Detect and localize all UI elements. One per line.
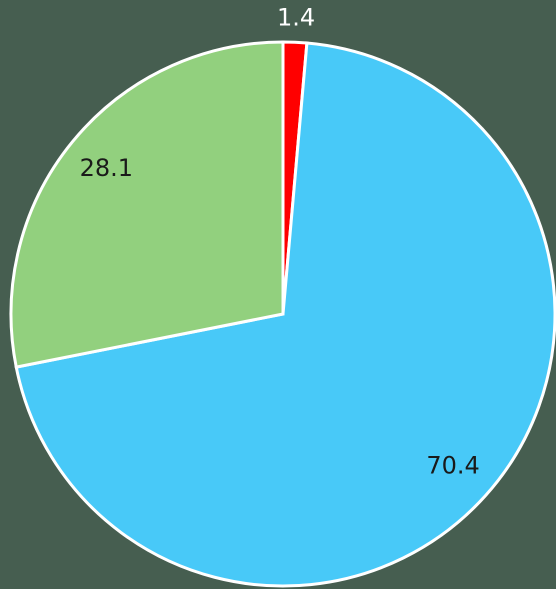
- data-label: 70.4: [426, 452, 479, 480]
- data-label: 1.4: [277, 3, 315, 31]
- pie-slice: [14, 41, 556, 588]
- pie-slice: [9, 40, 285, 369]
- data-label: 28.1: [80, 154, 133, 182]
